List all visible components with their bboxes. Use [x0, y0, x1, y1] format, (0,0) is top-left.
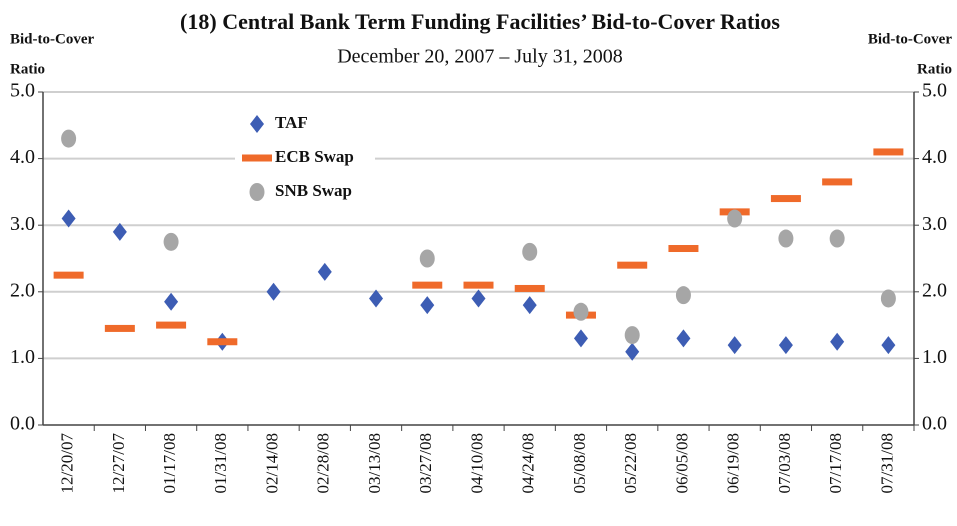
- snb-point: [727, 209, 743, 228]
- x-tick-label: 04/24/08: [519, 433, 538, 493]
- y2-tick-label: 5.0: [922, 80, 947, 102]
- taf-point: [881, 336, 896, 355]
- x-tick-label: 12/20/07: [58, 433, 77, 494]
- ecb-point: [156, 321, 187, 329]
- x-tick-label: 06/05/08: [672, 433, 691, 493]
- x-tick-label: 12/27/07: [109, 433, 128, 494]
- y2-axis-label: Ratio: [917, 61, 952, 77]
- ecb-point: [412, 281, 443, 289]
- taf-point: [420, 296, 435, 315]
- x-tick-label: 03/13/08: [365, 433, 384, 493]
- y-tick-label: 2.0: [10, 279, 35, 301]
- snb-point: [880, 289, 896, 308]
- y2-tick-label: 3.0: [922, 213, 947, 235]
- y2-tick-label: 4.0: [922, 146, 947, 168]
- snb-point: [61, 129, 77, 148]
- ecb-point: [463, 281, 494, 289]
- taf-point: [112, 222, 127, 241]
- y-tick-label: 4.0: [10, 146, 35, 168]
- snb-point: [624, 326, 640, 345]
- x-tick-label: 07/17/08: [826, 433, 845, 493]
- taf-point: [317, 262, 332, 281]
- x-tick-label: 05/08/08: [570, 433, 589, 493]
- ecb-point: [242, 154, 272, 162]
- taf-point: [727, 336, 742, 355]
- snb-point: [419, 249, 435, 268]
- legend-label: TAF: [275, 113, 308, 132]
- ecb-point: [617, 261, 648, 269]
- y-tick-label: 5.0: [10, 80, 35, 102]
- ecb-point: [822, 178, 853, 186]
- taf-point: [250, 115, 264, 133]
- y-axis-label: Bid-to-Cover: [10, 31, 94, 47]
- snb-point: [249, 183, 265, 201]
- x-tick-label: 01/31/08: [211, 433, 230, 493]
- x-tick-label: 01/17/08: [160, 433, 179, 493]
- ecb-point: [770, 195, 801, 203]
- snb-point: [163, 232, 179, 251]
- y2-tick-label: 1.0: [922, 346, 947, 368]
- chart-title: (18) Central Bank Term Funding Facilitie…: [180, 9, 780, 34]
- ecb-point: [668, 245, 699, 253]
- y2-tick-label: 0.0: [922, 413, 947, 435]
- taf-point: [625, 342, 640, 361]
- y2-axis-label: Bid-to-Cover: [868, 31, 952, 47]
- snb-point: [522, 242, 538, 261]
- taf-point: [369, 289, 384, 308]
- snb-point: [573, 302, 589, 321]
- y-tick-label: 1.0: [10, 346, 35, 368]
- y-tick-label: 0.0: [10, 413, 35, 435]
- ecb-point: [514, 284, 545, 292]
- x-tick-label: 02/28/08: [314, 433, 333, 493]
- ecb-point: [53, 271, 84, 279]
- x-tick-label: 05/22/08: [621, 433, 640, 493]
- snb-point: [778, 229, 794, 248]
- y-tick-label: 3.0: [10, 213, 35, 235]
- taf-point: [830, 332, 845, 351]
- taf-point: [61, 209, 76, 228]
- taf-point: [266, 282, 281, 301]
- x-tick-label: 02/14/08: [262, 433, 281, 493]
- snb-point: [829, 229, 845, 248]
- taf-point: [778, 336, 793, 355]
- ecb-point: [873, 148, 904, 156]
- taf-point: [676, 329, 691, 348]
- x-tick-label: 07/31/08: [877, 433, 896, 493]
- taf-point: [471, 289, 486, 308]
- x-tick-label: 06/19/08: [724, 433, 743, 493]
- y2-tick-label: 2.0: [922, 279, 947, 301]
- taf-point: [164, 292, 179, 311]
- x-tick-label: 03/27/08: [416, 433, 435, 493]
- legend-label: SNB Swap: [275, 181, 352, 200]
- ecb-point: [207, 338, 238, 346]
- snb-point: [675, 286, 691, 305]
- taf-point: [522, 296, 537, 315]
- taf-point: [573, 329, 588, 348]
- legend-label: ECB Swap: [275, 147, 354, 166]
- chart-subtitle: December 20, 2007 – July 31, 2008: [337, 46, 623, 68]
- ecb-point: [104, 324, 135, 332]
- x-tick-label: 04/10/08: [467, 433, 486, 493]
- y-axis-label: Ratio: [10, 61, 45, 77]
- x-tick-label: 07/03/08: [775, 433, 794, 493]
